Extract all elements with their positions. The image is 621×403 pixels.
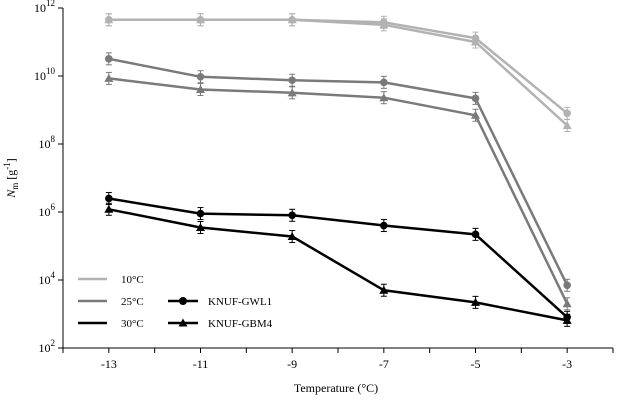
data-point-circle [563, 109, 571, 118]
series-layer [104, 13, 572, 327]
series-knuf-gbm4-10c [104, 13, 572, 133]
data-point-triangle [196, 85, 205, 94]
y-ticks: 102 104 106 108 1010 1012 [34, 0, 63, 355]
y-tick-label: 106 [39, 202, 56, 219]
data-point-triangle [196, 223, 205, 232]
series-line [108, 197, 569, 319]
legend-temp-25: 25°C [78, 296, 144, 308]
legend-temp-10: 10°C [78, 274, 144, 286]
legend-strain-gwl1: KNUF-GWL1 [168, 296, 272, 308]
series-line [108, 208, 568, 322]
data-point-triangle [104, 15, 114, 24]
y-tick-label: 1010 [34, 66, 56, 83]
data-point-circle [380, 221, 388, 230]
data-point-circle [196, 72, 205, 81]
data-point-circle [288, 76, 296, 85]
legend: 10°C 25°C 30°C KNUF-GWL1 KNUF-GBM4 [78, 274, 273, 330]
data-point-circle [196, 209, 205, 218]
data-point-triangle [104, 204, 114, 213]
legend-label-gwl1: KNUF-GWL1 [208, 296, 272, 308]
axes [62, 8, 613, 349]
data-point-triangle [471, 37, 480, 46]
data-point-triangle [471, 297, 480, 306]
legend-label-30c: 30°C [121, 318, 144, 330]
x-tick-label: -7 [379, 357, 389, 371]
data-point-circle [563, 281, 571, 290]
data-point-triangle [562, 299, 572, 308]
data-point-triangle [379, 285, 389, 294]
data-point-circle [105, 55, 113, 63]
data-point-triangle [379, 93, 389, 102]
data-point-triangle [379, 20, 389, 29]
data-point-triangle [287, 232, 297, 241]
x-tick-label: -5 [471, 357, 481, 371]
data-point-triangle [287, 15, 297, 24]
series-line [108, 57, 569, 286]
y-tick-label: 104 [39, 270, 56, 287]
x-tick-label: -13 [101, 357, 117, 371]
series-knuf-gbm4-30c [104, 202, 572, 327]
series-line [108, 18, 568, 115]
data-point-circle [105, 194, 113, 203]
data-point-circle [380, 78, 388, 87]
data-point-triangle [562, 315, 572, 324]
y-tick-label: 1012 [34, 0, 55, 15]
y-tick-label: 102 [39, 338, 56, 355]
legend-temp-30: 30°C [78, 318, 144, 330]
series-line [108, 18, 569, 127]
data-point-triangle [562, 121, 572, 130]
series-line [108, 77, 569, 305]
x-ticks: -13 -11 -9 -7 -5 -3 [62, 348, 614, 371]
data-point-circle [471, 230, 480, 239]
data-point-circle [471, 94, 480, 103]
data-point-triangle [104, 73, 114, 82]
series-knuf-gwl1-30c [105, 191, 571, 324]
data-point-circle [288, 211, 296, 220]
data-point-triangle [287, 88, 297, 97]
y-tick-label: 108 [39, 134, 56, 151]
data-point-triangle [471, 110, 480, 119]
legend-label-gbm4: KNUF-GBM4 [208, 318, 273, 330]
legend-label-25c: 25°C [121, 296, 144, 308]
x-axis-title: Temperature (°C) [294, 381, 378, 395]
series-knuf-gbm4-25c [104, 71, 572, 311]
data-point-triangle [196, 15, 205, 24]
legend-label-10c: 10°C [121, 274, 144, 286]
x-tick-label: -3 [562, 357, 572, 371]
y-axis-title: Nm [g-1] [2, 158, 20, 199]
legend-circle-marker [179, 297, 187, 305]
legend-strain-gbm4: KNUF-GBM4 [168, 318, 273, 330]
legend-triangle-marker [178, 318, 188, 327]
x-tick-label: -9 [287, 357, 297, 371]
x-tick-label: -11 [193, 357, 209, 371]
series-knuf-gwl1-25c [105, 52, 571, 292]
